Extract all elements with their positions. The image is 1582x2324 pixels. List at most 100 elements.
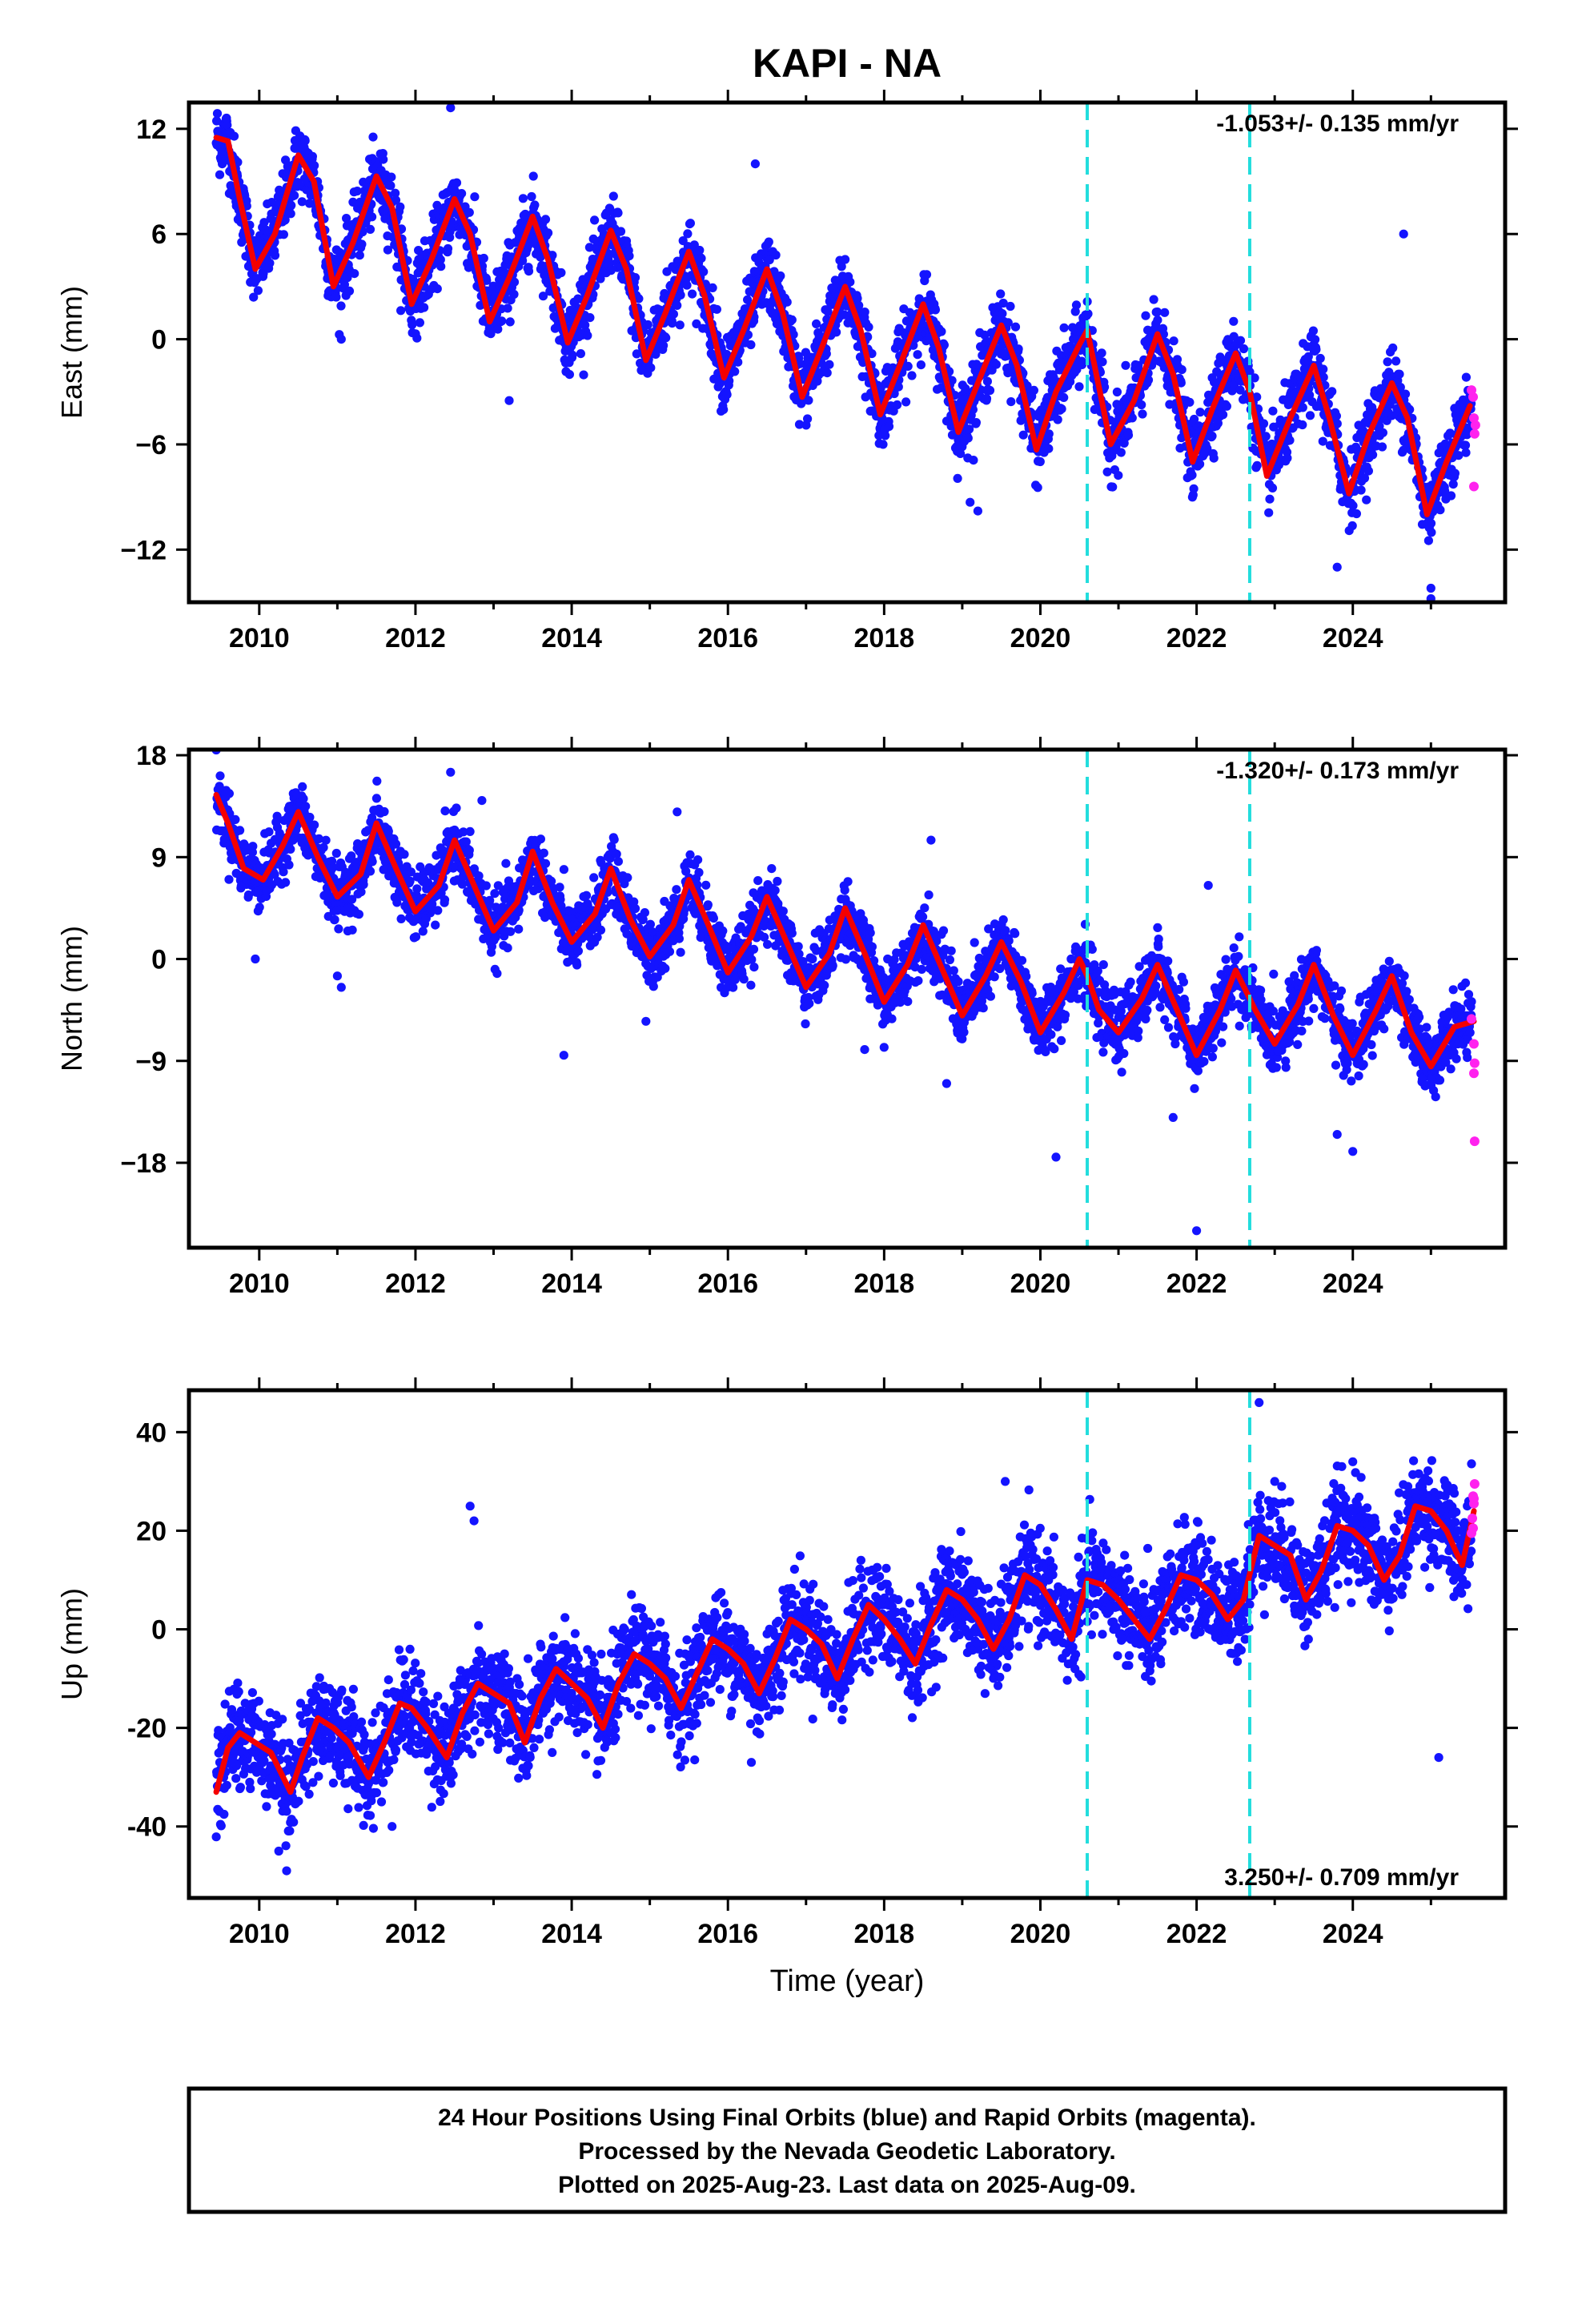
final-orbit-point (1298, 420, 1307, 430)
final-orbit-point (1187, 470, 1197, 480)
final-orbit-point (1098, 357, 1107, 367)
final-orbit-point (913, 350, 922, 360)
final-orbit-point (708, 283, 717, 292)
final-orbit-point (275, 828, 284, 838)
final-orbit-point (692, 319, 701, 328)
final-orbit-point (947, 376, 957, 385)
final-orbit-point (372, 776, 382, 786)
final-orbit-point (528, 171, 538, 181)
final-orbit-point (344, 286, 355, 296)
final-orbit-point (589, 873, 599, 883)
final-orbit-point (676, 290, 685, 300)
final-orbit-point (443, 243, 453, 254)
final-orbit-point (497, 316, 507, 326)
final-orbit-point (1391, 356, 1401, 366)
final-orbit-point (837, 262, 846, 271)
final-orbit-point (682, 280, 692, 290)
final-orbit-point (347, 895, 357, 904)
final-orbit-point (991, 360, 1001, 369)
chart-title: KAPI - NA (753, 41, 942, 86)
final-orbit-point (1137, 400, 1146, 410)
final-orbit-point (264, 827, 274, 837)
final-orbit-point (1230, 380, 1239, 390)
final-orbit-point (1229, 316, 1239, 326)
panel-1: 2010 2012 2014 2016 2018 2020 2022 20241260−6−1… (55, 90, 1518, 653)
final-orbit-point (1264, 508, 1274, 517)
final-orbit-point (1303, 352, 1313, 361)
final-orbit-point (331, 292, 341, 302)
final-orbit-point (387, 172, 396, 182)
final-orbit-point (290, 191, 299, 200)
final-orbit-point (1331, 411, 1341, 421)
final-orbit-point (1006, 397, 1016, 407)
final-orbit-outlier (966, 497, 975, 507)
final-orbit-point (688, 289, 697, 299)
final-orbit-point (864, 322, 873, 332)
final-orbit-point (323, 889, 332, 899)
final-orbit-point (1435, 505, 1445, 515)
final-orbit-point (386, 181, 396, 191)
final-orbit-point (440, 895, 450, 905)
final-orbit-point (1207, 431, 1217, 441)
final-orbit-point (982, 394, 992, 404)
final-orbit-point (1185, 397, 1195, 407)
final-orbit-point (1399, 445, 1408, 456)
final-orbit-point (1450, 468, 1460, 478)
final-orbit-point (1454, 451, 1464, 460)
final-orbit-point (963, 433, 973, 443)
final-orbit-point (659, 340, 669, 351)
final-orbit-point (1298, 403, 1307, 412)
final-orbit-point (1152, 307, 1162, 317)
final-orbit-point (782, 297, 792, 307)
panel-2: 2010 2012 2014 2016 2018 2020 2022 20241890−9−1… (55, 737, 1518, 1299)
final-orbit-point (1362, 495, 1371, 505)
final-orbit-point (253, 286, 263, 296)
rapid-orbit-point (1470, 420, 1480, 430)
final-orbit-point (1311, 344, 1321, 355)
final-orbit-point (665, 947, 675, 956)
final-orbit-point (479, 253, 488, 263)
final-orbit-point (1123, 430, 1134, 440)
final-orbit-point (539, 848, 548, 858)
final-orbit-point (1383, 357, 1392, 367)
final-orbit-point (1283, 453, 1292, 463)
final-orbit-point (501, 858, 511, 868)
final-orbit-point (235, 826, 245, 835)
final-orbit-point (231, 814, 240, 824)
final-orbit-point (1071, 300, 1082, 310)
final-orbit-point (415, 318, 425, 328)
final-orbit-point (1213, 418, 1223, 428)
final-orbit-point (676, 947, 685, 957)
final-orbit-point (224, 789, 234, 798)
final-orbit-point (330, 915, 339, 924)
final-orbit-point (733, 357, 743, 367)
final-orbit-point (1169, 336, 1178, 346)
final-orbit-point (1010, 322, 1021, 332)
final-orbit-point (971, 418, 981, 428)
final-orbit-point (699, 267, 709, 276)
final-orbit-point (540, 215, 551, 224)
rapid-orbit-point (1469, 481, 1479, 492)
final-orbit-point (651, 349, 661, 359)
final-orbit-point (538, 292, 548, 301)
final-orbit-point (297, 197, 307, 207)
final-orbit-point (265, 258, 275, 268)
final-orbit-outlier (504, 396, 514, 405)
final-orbit-point (1377, 442, 1387, 452)
final-orbit-point (878, 440, 888, 449)
final-orbit-point (503, 304, 512, 313)
final-orbit-point (1141, 311, 1150, 320)
final-orbit-point (1427, 528, 1436, 537)
y-tick-label: −6 (135, 430, 167, 460)
final-orbit-point (1235, 385, 1245, 395)
final-orbit-outlier (446, 103, 456, 113)
final-orbit-point (356, 887, 366, 897)
final-orbit-outlier (973, 506, 982, 516)
final-orbit-point (632, 349, 641, 359)
final-orbit-point (259, 218, 269, 227)
final-orbit-point (1044, 429, 1054, 439)
final-orbit-point (465, 826, 475, 836)
final-orbit-point (342, 214, 351, 223)
final-orbit-point (491, 932, 500, 942)
final-orbit-point (509, 277, 520, 287)
